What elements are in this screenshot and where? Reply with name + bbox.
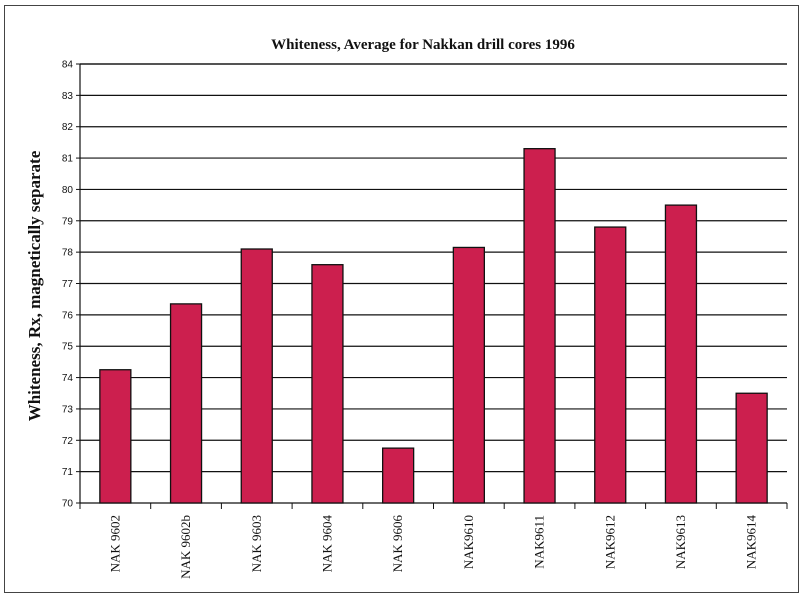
bar [311,264,344,504]
y-tick-label: 75 [62,342,74,353]
x-tick-label: NAK9611 [532,515,547,569]
y-tick-label: 76 [62,310,74,321]
y-tick-labels: 70 71 72 73 74 75 76 77 78 79 80 81 82 83 84 [62,60,74,510]
x-tick-label: NAK 9602 [107,515,122,572]
y-tick-label: 80 [62,185,74,196]
bar [735,392,768,504]
bars [99,148,768,504]
bar [523,148,556,504]
y-axis-label: Whiteness, Rx, magnetically separate [25,150,44,421]
bar [664,204,698,504]
bar [594,226,627,504]
x-tick-label: NAK9613 [673,515,688,569]
y-tick-label: 74 [62,373,74,384]
y-tick-label: 79 [62,216,74,227]
bar [240,248,273,504]
y-tick-label: 77 [62,279,74,290]
x-tick-label: NAK 9603 [249,515,264,572]
bar [381,447,415,504]
y-tick-label: 72 [62,436,74,447]
x-tick-label: NAK9610 [461,515,476,569]
y-tick-label: 82 [62,122,74,133]
bar [169,303,203,504]
x-tick-label: NAK9614 [744,515,759,570]
y-tick-label: 78 [62,248,74,259]
x-tick-label: NAK 9602b [178,515,193,579]
y-tick-label: 70 [62,499,74,510]
bar-chart: Whiteness, Average for Nakkan drill core… [25,37,788,579]
bar [99,369,132,504]
chart-frame: Whiteness, Average for Nakkan drill core… [4,5,799,593]
x-tick-label: NAK 9606 [390,515,405,573]
x-tick-label: NAK 9604 [319,515,334,573]
y-tick-label: 81 [62,154,74,165]
y-tick-label: 73 [62,404,74,415]
y-tick-label: 71 [62,467,74,478]
y-tick-label: 84 [62,60,74,71]
x-tick-label: NAK9612 [602,515,617,569]
chart-title: Whiteness, Average for Nakkan drill core… [271,37,575,53]
y-tick-label: 83 [62,91,74,102]
x-tick-labels: NAK 9602 NAK 9602b NAK 9603 NAK 9604 NAK 960… [107,515,758,579]
bar [452,246,486,504]
